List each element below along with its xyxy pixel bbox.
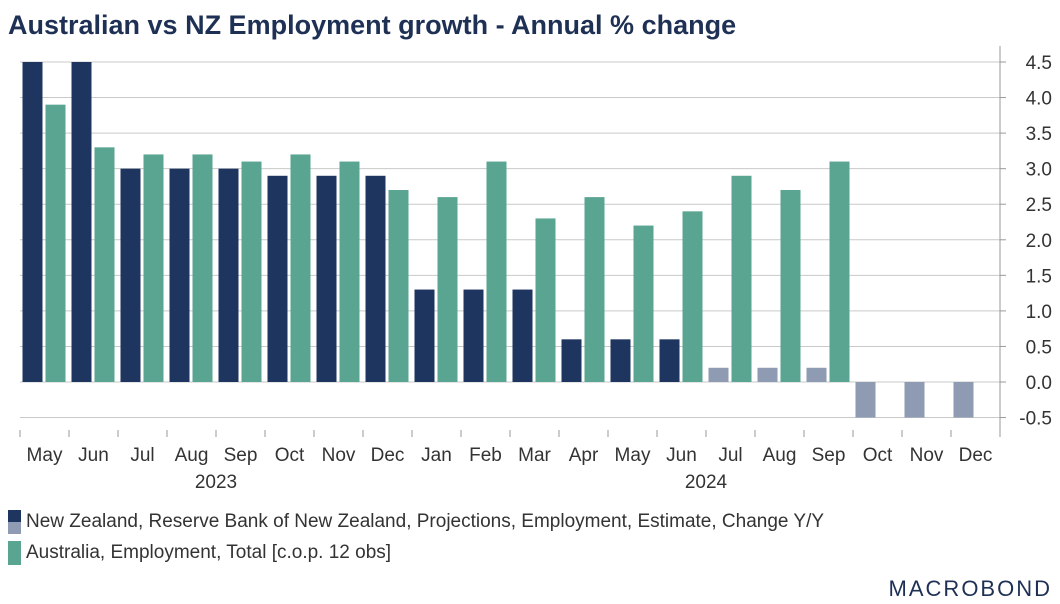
x-tick-label: Oct <box>275 445 305 466</box>
y-tick-label: 3.0 <box>1026 160 1052 181</box>
bar-australia <box>780 190 801 382</box>
y-tick-label: 2.5 <box>1026 195 1052 216</box>
legend-label-new-zealand: New Zealand, Reserve Bank of New Zealand… <box>26 511 825 532</box>
legend-label-australia: Australia, Employment, Total [c.o.p. 12 … <box>26 542 392 563</box>
bar-australia <box>486 161 507 382</box>
bar-australia <box>45 104 66 383</box>
x-tick-label: May <box>615 445 651 466</box>
bar-new-zealand <box>904 382 925 418</box>
legend-swatch-new-zealand <box>8 510 21 534</box>
bar-australia <box>388 190 409 382</box>
bar-new-zealand <box>218 168 239 382</box>
x-tick-label: Jun <box>666 445 697 466</box>
x-tick-label: Feb <box>469 445 502 466</box>
bar-australia <box>437 197 458 382</box>
x-tick-label: Aug <box>175 445 209 466</box>
y-tick-label: 0.5 <box>1026 337 1052 358</box>
y-tick-label: 1.0 <box>1026 302 1052 323</box>
x-tick-label: May <box>27 445 63 466</box>
x-tick-label: Nov <box>910 445 944 466</box>
y-tick-label: -0.5 <box>1019 409 1052 430</box>
bars <box>22 62 974 418</box>
x-tick-label: Jun <box>78 445 109 466</box>
bar-australia <box>731 175 752 382</box>
x-tick-label: Sep <box>812 445 846 466</box>
bar-new-zealand <box>855 382 876 418</box>
bar-australia <box>682 211 703 382</box>
bar-new-zealand <box>22 62 43 382</box>
axes: 4.5 4.0 3.5 3.0 2.5 2.0 1.5 1.0 0.5 0.0 -0.5 May Jun… <box>19 46 1052 493</box>
x-tick-label: Sep <box>224 445 258 466</box>
bar-australia <box>535 218 556 382</box>
y-tick-label: 2.0 <box>1026 231 1052 252</box>
x-tick-label: Oct <box>863 445 893 466</box>
bar-new-zealand <box>806 367 827 382</box>
x-tick-label: Dec <box>959 445 993 466</box>
x-tick-label: Dec <box>371 445 405 466</box>
bar-new-zealand <box>708 367 729 382</box>
y-tick-label: 3.5 <box>1026 124 1052 145</box>
chart-title: Australian vs NZ Employment growth - Ann… <box>8 10 737 40</box>
bar-new-zealand <box>169 168 190 382</box>
x-tick-label: Mar <box>518 445 551 466</box>
bar-new-zealand <box>659 339 680 382</box>
x-year-label: 2023 <box>195 472 237 493</box>
bar-australia <box>94 147 115 382</box>
x-tick-label: Aug <box>763 445 797 466</box>
legend-item-new-zealand: New Zealand, Reserve Bank of New Zealand… <box>8 510 824 534</box>
x-tick-label: Jan <box>421 445 452 466</box>
bar-new-zealand <box>757 367 778 382</box>
x-tick-label: Jul <box>130 445 154 466</box>
bar-new-zealand <box>953 382 974 418</box>
bar-new-zealand <box>365 175 386 382</box>
bar-new-zealand <box>463 289 484 382</box>
bar-australia <box>339 161 360 382</box>
y-tick-label: 1.5 <box>1026 266 1052 287</box>
bar-australia <box>829 161 850 382</box>
legend-swatch-australia <box>8 541 21 565</box>
macrobond-logo: MACROBOND <box>888 576 1052 601</box>
bar-australia <box>584 197 605 382</box>
bar-australia <box>633 225 654 382</box>
y-tick-label: 4.0 <box>1026 89 1052 110</box>
gridlines <box>20 61 1000 419</box>
bar-new-zealand <box>512 289 533 382</box>
bar-new-zealand <box>316 175 337 382</box>
bar-new-zealand <box>610 339 631 382</box>
x-tick-label: Apr <box>569 445 599 466</box>
bar-new-zealand <box>414 289 435 382</box>
bar-australia <box>241 161 262 382</box>
bar-new-zealand <box>267 175 288 382</box>
legend-item-australia: Australia, Employment, Total [c.o.p. 12 … <box>8 541 391 565</box>
x-tick-label: Jul <box>718 445 742 466</box>
bar-new-zealand <box>120 168 141 382</box>
bar-new-zealand <box>561 339 582 382</box>
bar-new-zealand <box>71 62 92 382</box>
y-tick-label: 4.5 <box>1026 53 1052 74</box>
bar-australia <box>290 154 311 382</box>
bar-australia <box>143 154 164 382</box>
y-tick-label: 0.0 <box>1026 373 1052 394</box>
x-year-label: 2024 <box>685 472 728 493</box>
x-tick-label: Nov <box>322 445 356 466</box>
bar-australia <box>192 154 213 382</box>
